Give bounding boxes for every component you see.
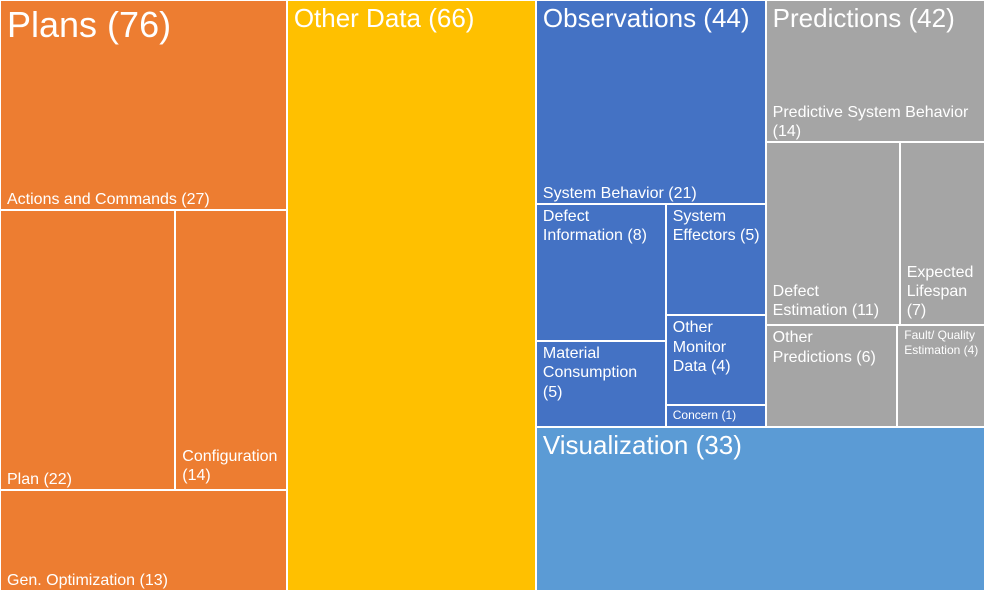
label-text: Plan (22) xyxy=(7,470,72,488)
leaf-cell: Other Monitor Data (4) xyxy=(665,315,765,405)
leaf-cell: Defect Estimation (11) xyxy=(766,142,900,326)
label-text: Actions and Commands (27) xyxy=(7,190,210,208)
label-text: Other Predictions (6) xyxy=(772,329,876,366)
cell-label: Plan (22) xyxy=(1,211,174,489)
leaf-cell: Predictive System Behavior (14) xyxy=(766,1,984,143)
label-text: Configuration (14) xyxy=(182,447,278,484)
cell-label: Expected Lifespan (7) xyxy=(901,143,984,324)
group-cell: System Behavior (21) Defect Information (… xyxy=(535,0,766,428)
cell-label: Other Monitor Data (4) xyxy=(667,316,765,403)
leaf-cell: Concern (1) xyxy=(665,404,765,427)
label-text: System Effectors (5) xyxy=(672,207,760,245)
leaf-cell: System Behavior (21) xyxy=(536,1,765,204)
leaf-cell: Defect Information (8) xyxy=(536,203,666,342)
label-text: Defect Information (8) xyxy=(542,207,647,245)
cell-label: Visualization (33) xyxy=(537,428,984,590)
cell-label: Configuration (14) xyxy=(176,211,286,489)
cell-label: Concern (1) xyxy=(667,406,765,426)
cell-label: Gen. Optimization (13) xyxy=(1,491,286,590)
group-cell: Visualization (33) xyxy=(535,427,985,591)
label-text: Other Data (66) xyxy=(293,3,475,33)
label-text: Expected Lifespan (7) xyxy=(906,263,974,320)
cell-label: Actions and Commands (27) xyxy=(1,1,286,209)
label-text: Visualization (33) xyxy=(542,430,742,461)
cell-label: System Behavior (21) xyxy=(537,1,765,203)
label-text: Defect Estimation (11) xyxy=(772,283,880,320)
cell-label: Defect Estimation (11) xyxy=(767,143,899,324)
label-text: Other Monitor Data (4) xyxy=(672,319,731,375)
group-cell: Other Data (66) xyxy=(286,0,536,591)
cell-label: System Effectors (5) xyxy=(667,205,765,315)
leaf-cell: Configuration (14) xyxy=(175,209,286,490)
cell-label: Fault/ Quality Estimation (4) xyxy=(898,326,984,426)
leaf-cell: Material Consumption (5) xyxy=(536,341,666,427)
group-cell: Predictive System Behavior (14) Defect Es… xyxy=(765,0,985,428)
leaf-cell: System Effectors (5) xyxy=(665,203,765,316)
leaf-cell: Actions and Commands (27) xyxy=(0,1,286,210)
cell-label: Material Consumption (5) xyxy=(537,342,665,426)
label-text: Predictive System Behavior (14) xyxy=(772,103,969,141)
cell-label: Other Data (66) xyxy=(288,1,535,590)
leaf-cell: Gen. Optimization (13) xyxy=(0,489,286,590)
label-text: Gen. Optimization (13) xyxy=(7,571,168,589)
leaf-cell: Fault/ Quality Estimation (4) xyxy=(897,325,984,427)
cell-label: Other Predictions (6) xyxy=(767,326,897,426)
leaf-cell: Expected Lifespan (7) xyxy=(899,142,984,326)
label-text: System Behavior (21) xyxy=(542,184,697,202)
leaf-cell: Other Predictions (6) xyxy=(766,325,898,427)
cell-label: Predictive System Behavior (14) xyxy=(767,1,984,141)
label-text: Material Consumption (5) xyxy=(542,345,638,401)
label-text: Fault/ Quality Estimation (4) xyxy=(904,328,979,357)
cell-label: Defect Information (8) xyxy=(537,205,665,340)
group-cell: Actions and Commands (27) Plan (22) Config… xyxy=(0,0,287,591)
label-text: Concern (1) xyxy=(672,407,737,422)
leaf-cell: Plan (22) xyxy=(0,209,176,490)
